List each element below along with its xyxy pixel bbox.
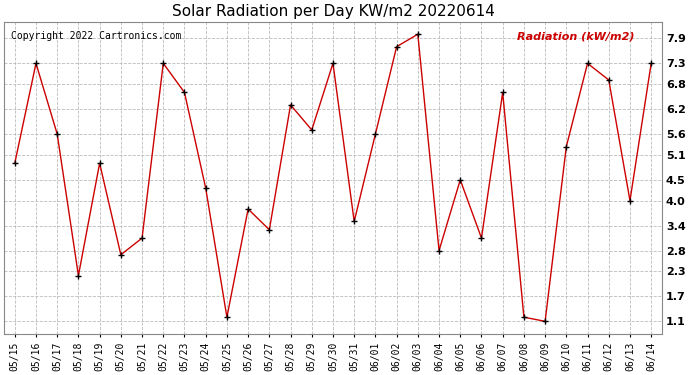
Text: Copyright 2022 Cartronics.com: Copyright 2022 Cartronics.com <box>11 31 181 41</box>
Text: Radiation (kW/m2): Radiation (kW/m2) <box>517 31 635 41</box>
Title: Solar Radiation per Day KW/m2 20220614: Solar Radiation per Day KW/m2 20220614 <box>172 4 495 19</box>
